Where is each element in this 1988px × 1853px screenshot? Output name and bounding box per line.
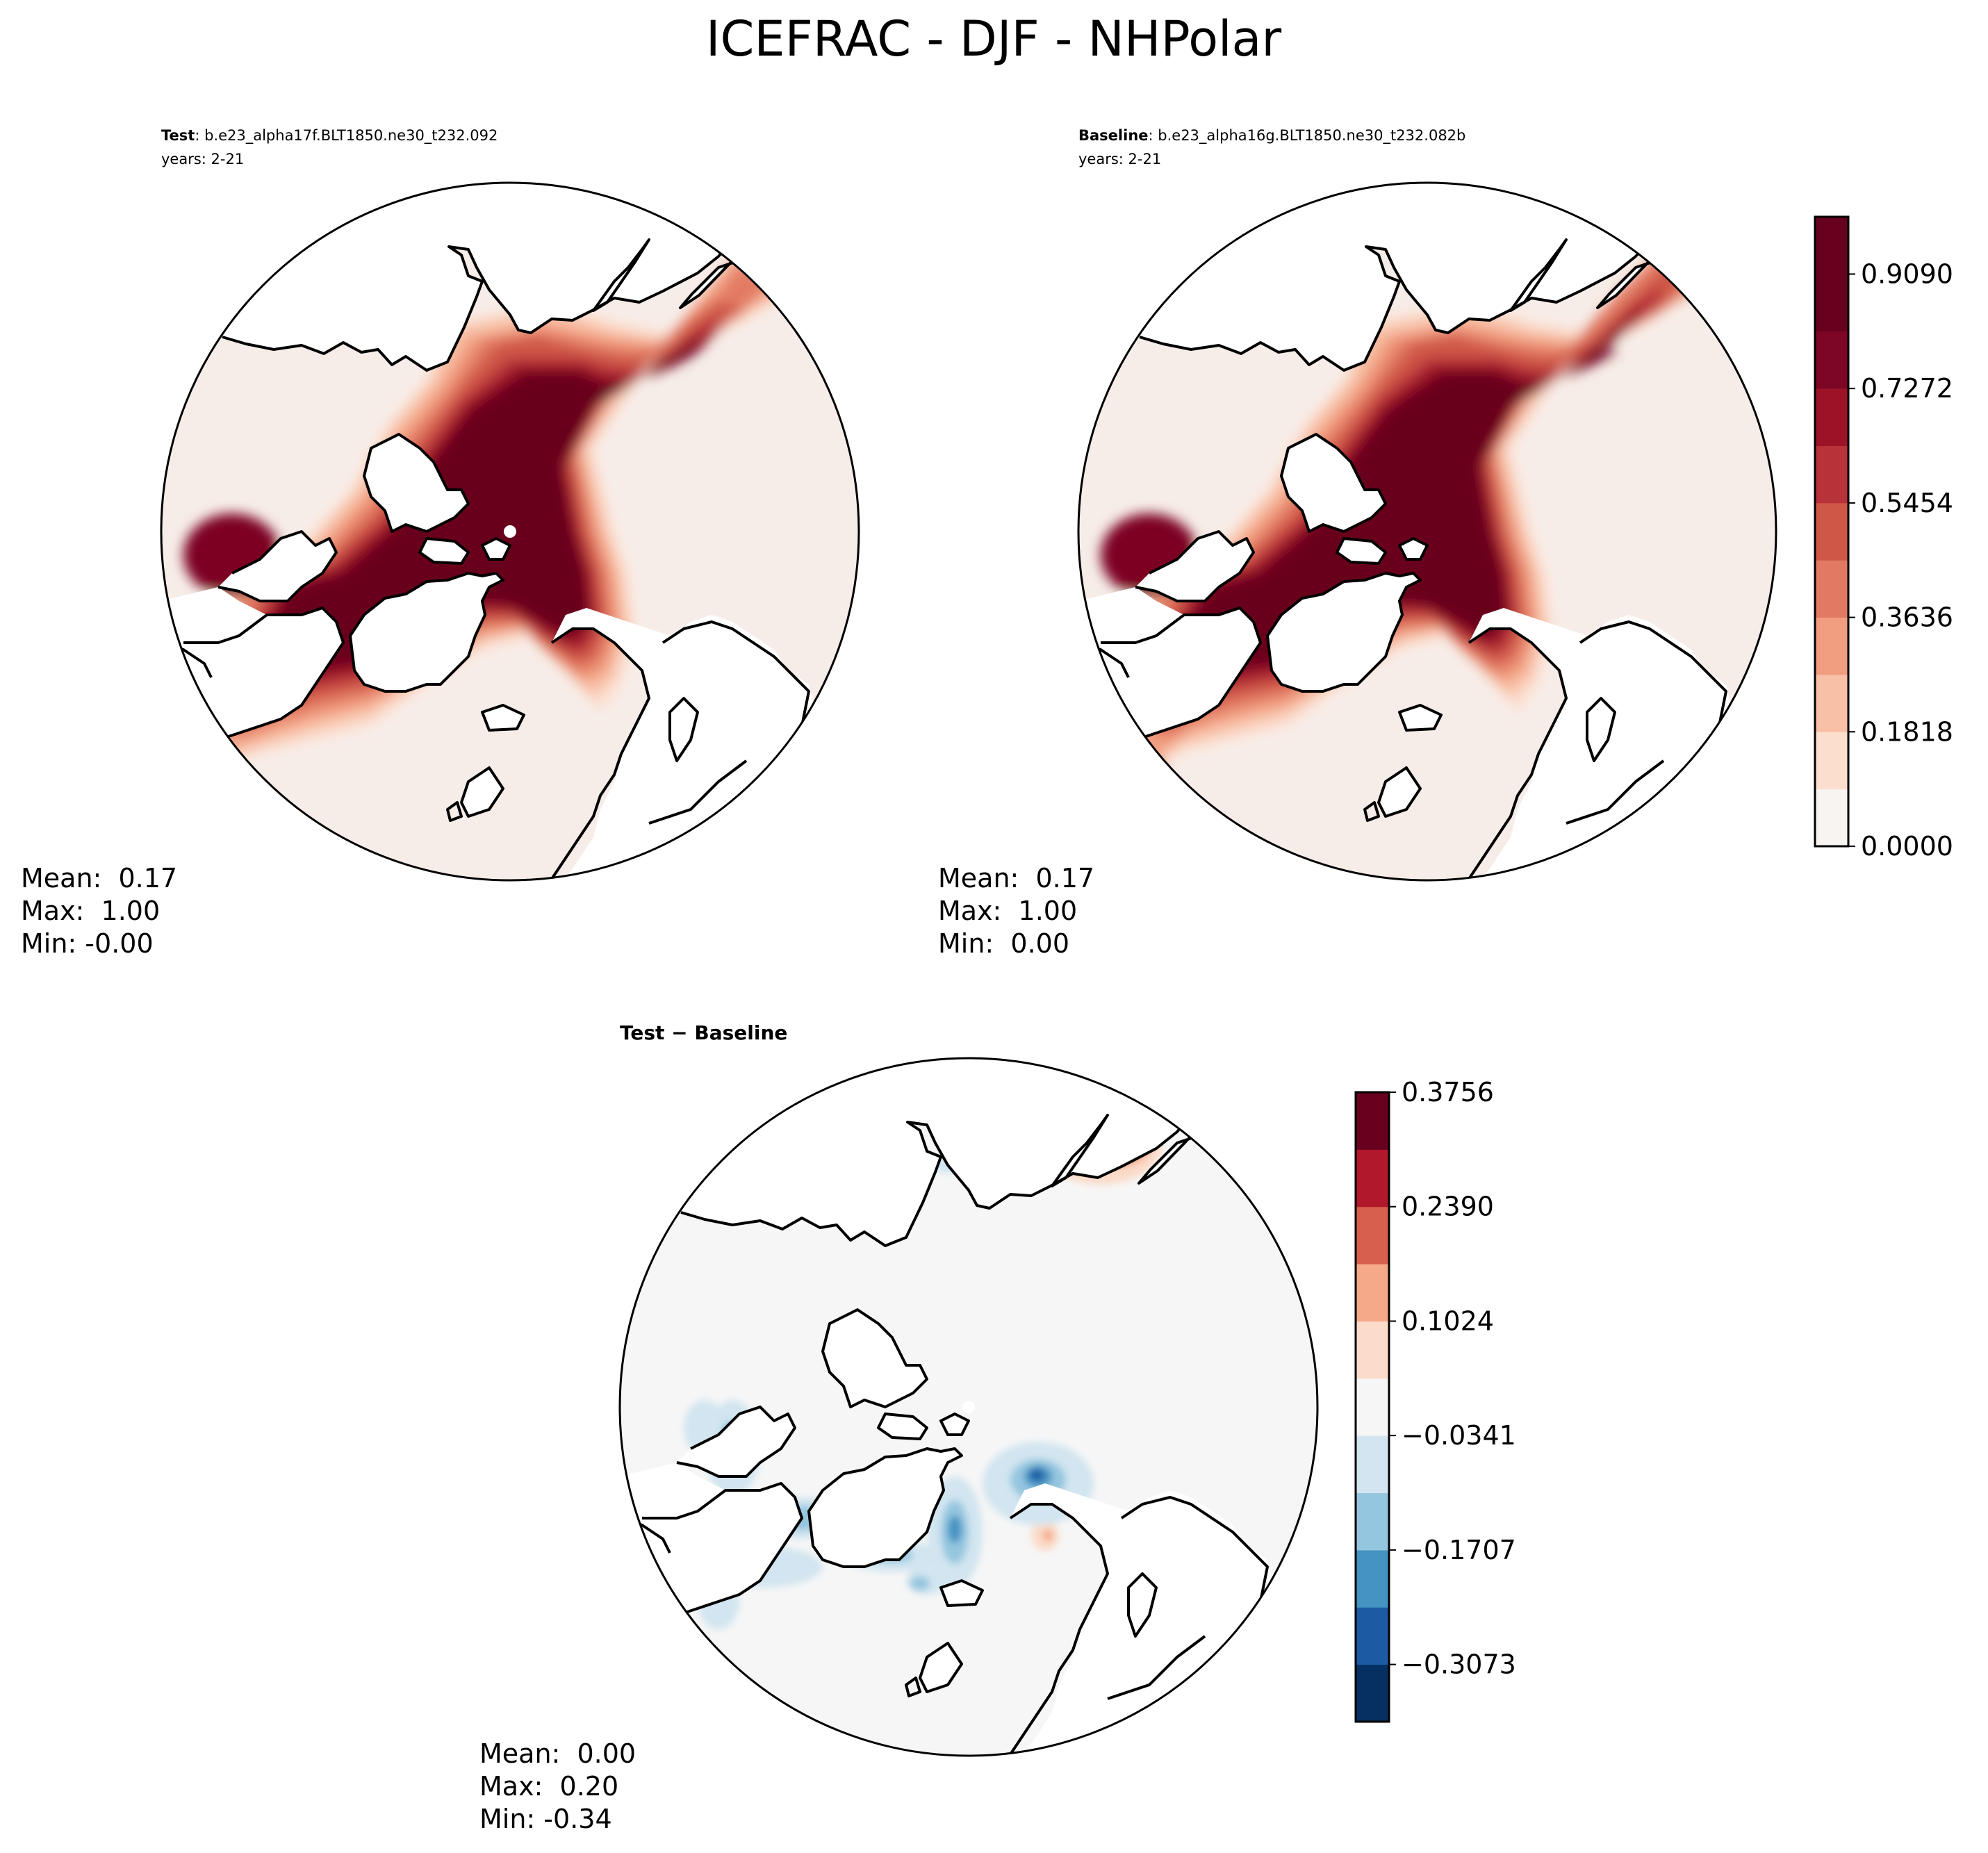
colorbar-div-band <box>1356 1549 1389 1608</box>
colorbar-div-tick-label: 0.1024 <box>1402 1306 1494 1336</box>
baseline-panel-title: Baseline: b.e23_alpha16g.BLT1850.ne30_t2… <box>1078 127 1465 145</box>
colorbar-div-band <box>1356 1435 1389 1494</box>
colorbar-reds-band <box>1815 674 1848 732</box>
colorbar-reds-band <box>1815 560 1848 618</box>
test-title-bold: Test <box>161 127 195 144</box>
colorbar-div-band <box>1356 1149 1389 1208</box>
colorbar-div-band <box>1356 1206 1389 1265</box>
baseline-map <box>1078 183 1776 880</box>
colorbar-reds-band <box>1815 388 1848 446</box>
colorbar-div-band <box>1356 1607 1389 1665</box>
baseline-panel-years: years: 2-21 <box>1078 151 1161 167</box>
colorbar-reds-band <box>1815 617 1848 675</box>
colorbar-div-band <box>1356 1264 1389 1321</box>
diff-map <box>620 1058 1317 1756</box>
test-pole-marker <box>504 525 516 538</box>
diff-map-border <box>618 1057 1319 1757</box>
diff-stat-min: Min: -0.34 <box>479 1804 612 1834</box>
colorbar-div-band <box>1356 1378 1389 1436</box>
colorbar-div-tick-label: 0.2390 <box>1402 1192 1494 1222</box>
test-panel: Test: b.e23_alpha17f.BLT1850.ne30_t232.0… <box>21 127 860 959</box>
diff-panel-title: Test − Baseline <box>620 1021 787 1044</box>
colorbar-reds-tick-label: 0.5454 <box>1861 488 1953 518</box>
colorbar-reds-tick-label: 0.9090 <box>1861 258 1953 289</box>
colorbar-div-band <box>1356 1492 1389 1551</box>
baseline-title-rest: : b.e23_alpha16g.BLT1850.ne30_t232.082b <box>1149 127 1466 145</box>
colorbar-div-band <box>1356 1321 1389 1379</box>
test-panel-years: years: 2-21 <box>161 151 244 167</box>
colorbar-div-tick-label: −0.3073 <box>1402 1649 1516 1680</box>
test-panel-title: Test: b.e23_alpha17f.BLT1850.ne30_t232.0… <box>161 127 498 145</box>
colorbar-reds-band <box>1815 789 1848 847</box>
colorbar-div-tick-label: −0.0341 <box>1402 1420 1516 1451</box>
colorbar-reds-tick-label: 0.3636 <box>1861 602 1953 633</box>
test-stat-mean: Mean: 0.17 <box>21 863 177 893</box>
colorbar-div-tick-label: −0.1707 <box>1402 1535 1516 1565</box>
colorbar-div-tick-label: 0.3756 <box>1402 1077 1494 1107</box>
figure-title: ICEFRAC - DJF - NHPolar <box>706 10 1282 67</box>
colorbar-reds: 0.9090 0.7272 0.5454 0.3636 0.1818 0.0000 <box>1814 215 1953 862</box>
colorbar-reds-tick-label: 0.7272 <box>1861 373 1953 404</box>
test-stat-max: Max: 1.00 <box>21 896 160 926</box>
diff-pole-marker <box>962 1401 975 1413</box>
colorbar-reds-band <box>1815 274 1848 332</box>
colorbar-reds-band <box>1815 217 1848 274</box>
diff-panel: Test − Baseline <box>479 1021 1319 1834</box>
colorbar-reds-frame <box>1814 215 1850 848</box>
test-map-border <box>160 181 860 882</box>
colorbar-reds-band <box>1815 445 1848 504</box>
colorbar-div-band <box>1356 1092 1389 1150</box>
colorbar-reds-band <box>1815 732 1848 790</box>
baseline-panel: Baseline: b.e23_alpha16g.BLT1850.ne30_t2… <box>938 127 1777 959</box>
test-map <box>161 183 859 880</box>
colorbar-reds-band <box>1815 331 1848 389</box>
baseline-title-bold: Baseline <box>1078 127 1149 144</box>
colorbar-reds-band <box>1815 502 1848 561</box>
colorbar-reds-tick-label: 0.1818 <box>1861 716 1953 747</box>
baseline-stat-min: Min: 0.00 <box>938 928 1069 959</box>
test-stat-min: Min: -0.00 <box>21 928 154 959</box>
colorbar-div-frame <box>1354 1091 1390 1723</box>
baseline-stat-max: Max: 1.00 <box>938 896 1077 926</box>
test-title-rest: : b.e23_alpha17f.BLT1850.ne30_t232.092 <box>195 127 498 145</box>
colorbar-diverging: 0.3756 0.2390 0.1024 −0.0341 −0.1707 −0.3073 <box>1354 1077 1516 1723</box>
baseline-stat-mean: Mean: 0.17 <box>938 863 1094 893</box>
colorbar-reds-tick-label: 0.0000 <box>1861 831 1953 862</box>
colorbar-div-band <box>1356 1664 1389 1722</box>
diff-stat-max: Max: 0.20 <box>479 1771 618 1802</box>
baseline-map-border <box>1077 181 1777 882</box>
diff-stat-mean: Mean: 0.00 <box>479 1738 636 1769</box>
